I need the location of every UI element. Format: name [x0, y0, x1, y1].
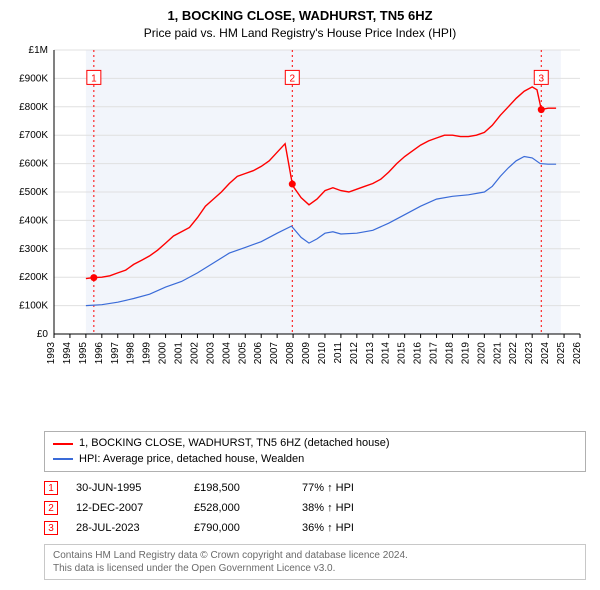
svg-text:2017: 2017	[429, 341, 440, 364]
svg-text:2009: 2009	[301, 341, 312, 364]
svg-text:2011: 2011	[333, 341, 344, 363]
svg-text:2001: 2001	[174, 341, 185, 364]
transaction-marker-icon: 1	[44, 481, 58, 495]
svg-text:2002: 2002	[189, 341, 200, 364]
svg-text:1: 1	[91, 73, 97, 84]
table-row: 1 30-JUN-1995 £198,500 77% ↑ HPI	[44, 478, 586, 498]
svg-text:2024: 2024	[540, 341, 551, 364]
svg-text:1996: 1996	[94, 341, 105, 364]
transaction-date: 12-DEC-2007	[76, 502, 176, 514]
legend-swatch	[53, 443, 73, 445]
svg-text:£900K: £900K	[19, 73, 48, 84]
svg-text:£1M: £1M	[29, 46, 48, 56]
svg-text:2014: 2014	[381, 341, 392, 364]
transaction-hpi: 36% ↑ HPI	[302, 522, 412, 534]
svg-text:2010: 2010	[317, 341, 328, 364]
svg-text:2018: 2018	[444, 341, 455, 364]
transaction-date: 28-JUL-2023	[76, 522, 176, 534]
transaction-marker-icon: 2	[44, 501, 58, 515]
svg-text:2020: 2020	[476, 341, 487, 364]
svg-text:£100K: £100K	[19, 300, 48, 311]
transaction-hpi: 38% ↑ HPI	[302, 502, 412, 514]
svg-text:2016: 2016	[413, 341, 424, 364]
transaction-price: £528,000	[194, 502, 284, 514]
transaction-marker-icon: 3	[44, 521, 58, 535]
svg-text:1997: 1997	[110, 341, 121, 364]
svg-text:£300K: £300K	[19, 243, 48, 254]
transaction-hpi: 77% ↑ HPI	[302, 482, 412, 494]
svg-text:2025: 2025	[556, 341, 567, 364]
footer-line: Contains HM Land Registry data © Crown c…	[53, 549, 577, 562]
svg-text:1995: 1995	[78, 341, 89, 364]
svg-text:1998: 1998	[126, 341, 137, 364]
svg-text:£400K: £400K	[19, 215, 48, 226]
legend: 1, BOCKING CLOSE, WADHURST, TN5 6HZ (det…	[44, 431, 586, 472]
svg-text:£200K: £200K	[19, 272, 48, 283]
svg-text:2004: 2004	[221, 341, 232, 364]
attribution-footer: Contains HM Land Registry data © Crown c…	[44, 544, 586, 580]
legend-item: 1, BOCKING CLOSE, WADHURST, TN5 6HZ (det…	[53, 436, 577, 451]
svg-text:2019: 2019	[460, 341, 471, 364]
svg-text:2021: 2021	[492, 341, 503, 364]
transaction-date: 30-JUN-1995	[76, 482, 176, 494]
svg-text:£700K: £700K	[19, 130, 48, 141]
svg-text:2007: 2007	[269, 341, 280, 364]
chart-title: 1, BOCKING CLOSE, WADHURST, TN5 6HZ	[10, 8, 590, 24]
svg-text:3: 3	[538, 73, 544, 84]
transaction-price: £198,500	[194, 482, 284, 494]
transactions-table: 1 30-JUN-1995 £198,500 77% ↑ HPI 2 12-DE…	[44, 478, 586, 538]
svg-text:£0: £0	[37, 329, 49, 340]
transaction-price: £790,000	[194, 522, 284, 534]
svg-text:£600K: £600K	[19, 158, 48, 169]
svg-text:2012: 2012	[349, 341, 360, 364]
svg-text:2015: 2015	[397, 341, 408, 364]
svg-text:2026: 2026	[572, 341, 583, 364]
table-row: 3 28-JUL-2023 £790,000 36% ↑ HPI	[44, 518, 586, 538]
svg-text:1999: 1999	[142, 341, 153, 364]
svg-text:2008: 2008	[285, 341, 296, 364]
footer-line: This data is licensed under the Open Gov…	[53, 562, 577, 575]
chart-subtitle: Price paid vs. HM Land Registry's House …	[10, 26, 590, 40]
svg-text:2022: 2022	[508, 341, 519, 364]
svg-text:2000: 2000	[158, 341, 169, 364]
table-row: 2 12-DEC-2007 £528,000 38% ↑ HPI	[44, 498, 586, 518]
legend-swatch	[53, 458, 73, 460]
svg-text:2: 2	[290, 73, 296, 84]
svg-text:2013: 2013	[365, 341, 376, 364]
svg-text:2006: 2006	[253, 341, 264, 364]
svg-text:1994: 1994	[62, 341, 73, 364]
svg-text:2005: 2005	[237, 341, 248, 364]
line-chart: £0 £100K £200K £300K £400K £500K £600K £700K £80…	[10, 46, 590, 376]
legend-label: HPI: Average price, detached house, Weal…	[79, 452, 304, 467]
chart-area: £0 £100K £200K £300K £400K £500K £600K £700K £80…	[10, 46, 590, 426]
page-root: 1, BOCKING CLOSE, WADHURST, TN5 6HZ Pric…	[0, 0, 600, 590]
svg-text:2003: 2003	[205, 341, 216, 364]
legend-item: HPI: Average price, detached house, Weal…	[53, 452, 577, 467]
svg-text:1993: 1993	[46, 341, 57, 364]
svg-text:2023: 2023	[524, 341, 535, 364]
legend-label: 1, BOCKING CLOSE, WADHURST, TN5 6HZ (det…	[79, 436, 390, 451]
svg-text:£800K: £800K	[19, 101, 48, 112]
svg-text:£500K: £500K	[19, 187, 48, 198]
